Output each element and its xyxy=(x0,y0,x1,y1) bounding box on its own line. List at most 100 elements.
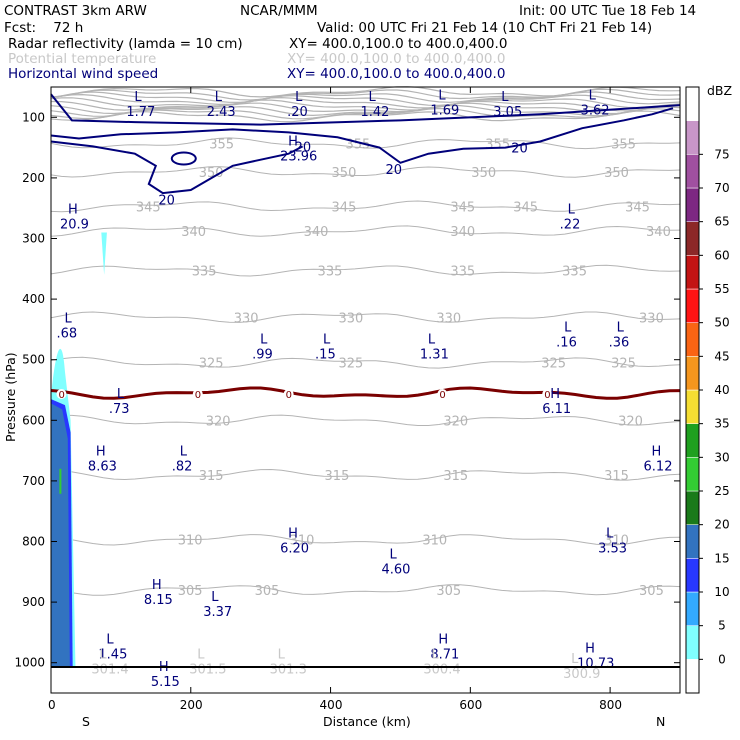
x-end-label-south: S xyxy=(82,714,90,729)
extremum-kind: L xyxy=(64,311,72,326)
theta-contour-upper xyxy=(50,107,681,120)
theta-contour-label: 310 xyxy=(604,534,629,549)
theta-contour-label: 345 xyxy=(625,200,650,215)
colorbar-label: 0 xyxy=(718,652,726,666)
theta-contour-315: 315 315 315 315 xyxy=(50,469,681,484)
colorbar-swatch xyxy=(685,322,700,357)
theta-contour-335: 335 335 335 335 xyxy=(50,265,681,280)
extremum-value: 3.05 xyxy=(493,105,522,120)
title-forecast-hour: Fcst: 72 h xyxy=(4,20,83,36)
title-model: CONTRAST 3km ARW xyxy=(4,3,147,19)
zero-contour: 0 0 0 0 0 xyxy=(50,386,681,401)
extremum-value: 3.53 xyxy=(598,542,627,557)
zero-contour-line xyxy=(50,386,681,400)
extremum-value: .82 xyxy=(172,460,193,475)
x-tick-label: 400 xyxy=(320,698,343,712)
extremum-kind: L xyxy=(117,387,125,402)
extremum-value: 3.37 xyxy=(203,605,232,620)
extremum-kind: H xyxy=(438,633,448,648)
zero-contour-label-bg xyxy=(542,389,553,400)
zero-contour-label-bg xyxy=(437,389,448,400)
extremum-value: 4.60 xyxy=(381,563,410,578)
theta-contour-line xyxy=(50,200,681,213)
colorbar-swatch xyxy=(685,288,700,323)
wind-contour-label: 20 xyxy=(511,142,528,157)
theta-contour-label: 320 xyxy=(206,414,231,429)
echo-green-streak xyxy=(59,468,62,494)
extremum-kind: L xyxy=(501,90,509,105)
colorbar-swatch xyxy=(685,187,700,222)
theta-contour-line xyxy=(50,356,681,369)
theta-contour-label: 315 xyxy=(325,469,350,484)
extremum-kind: L xyxy=(589,88,597,103)
theta-contour-label: 305 xyxy=(436,584,461,599)
colorbar-label: 55 xyxy=(714,282,729,296)
theta-contour-upper xyxy=(50,105,681,117)
y-tick-label: 1000 xyxy=(14,656,45,670)
extremum-value: 23.96 xyxy=(280,149,317,164)
wind-contour-line xyxy=(50,93,681,126)
theta-contour-line xyxy=(50,311,681,323)
y-tick-label: 100 xyxy=(22,110,45,124)
extremum-value: 2.43 xyxy=(207,105,236,120)
theta-contour-340: 340 340 340 340 xyxy=(50,225,681,240)
wind-contour-line xyxy=(50,140,304,195)
extremum-kind: L xyxy=(99,648,107,663)
theta-contour-label: 315 xyxy=(443,469,468,484)
theta-contour-label: 310 xyxy=(290,534,315,549)
extremum-value: 301.5 xyxy=(189,663,226,678)
extremum-value: .20 xyxy=(287,105,308,120)
extremum-value: 8.63 xyxy=(88,460,117,475)
theta-contour-upper xyxy=(50,96,681,109)
theta-contour-325: 325 325 325 325 xyxy=(50,356,681,372)
extremum-value: 301.4 xyxy=(91,663,128,678)
extremum-kind: L xyxy=(323,333,331,348)
extremum-value: 300.9 xyxy=(563,667,600,682)
extremum-kind: L xyxy=(106,633,114,648)
theta-contour-350: 350 350 350 350 xyxy=(50,166,681,181)
theta-contour-upper xyxy=(50,93,681,107)
colorbar-swatch xyxy=(685,356,700,391)
colorbar-label: 40 xyxy=(714,383,729,397)
extremum-value: .16 xyxy=(556,335,577,350)
theta-contour-line xyxy=(50,414,681,426)
theta-contour-label: 340 xyxy=(646,225,671,240)
extremum-value: .15 xyxy=(315,348,336,363)
theta-contour-label: 330 xyxy=(234,311,259,326)
colorbar-swatch xyxy=(685,457,700,492)
y-tick-label: 600 xyxy=(22,413,45,427)
theta-contour-label: 335 xyxy=(192,265,217,280)
extremum-value: 1.45 xyxy=(98,648,127,663)
theta-contour-345: 345 345 345 345 345 xyxy=(50,200,681,215)
theta-contour-label: 355 xyxy=(485,137,510,152)
theta-contour-label: 355 xyxy=(209,137,234,152)
zero-contour-label-bg xyxy=(56,389,67,400)
theta-contour-label: 340 xyxy=(304,225,329,240)
theta-contour-line xyxy=(50,166,681,178)
colorbar-swatch xyxy=(685,255,700,290)
colorbar-swatch xyxy=(685,659,700,694)
colorbar: 0 5 10 15 20 25 30 35 40 45 50 55 60 65 70 75 xyxy=(685,86,730,694)
theta-contour-310: 310 310 310 310 xyxy=(50,534,681,549)
wind-contour-label: 20 xyxy=(158,194,175,209)
colorbar-label: 50 xyxy=(714,316,729,330)
extremum-kind: L xyxy=(389,548,397,563)
echo-upper-streak xyxy=(101,232,107,275)
wind-contour-loop xyxy=(170,151,197,166)
x-end-label-north: N xyxy=(656,714,665,729)
theta-contour-label: 330 xyxy=(639,311,664,326)
zero-contour-label: 0 xyxy=(58,390,64,401)
colorbar-label: 10 xyxy=(714,585,729,599)
wind-contour-label: 20 xyxy=(385,163,402,178)
zero-contour-label: 0 xyxy=(544,390,550,401)
colorbar-swatch xyxy=(685,524,700,559)
theta-contour-label: 350 xyxy=(471,166,496,181)
colorbar-swatch xyxy=(685,389,700,424)
extremum-value: .68 xyxy=(56,326,77,341)
zero-contour-label: 0 xyxy=(195,390,201,401)
upper-theta-band xyxy=(50,85,681,123)
plot-frame xyxy=(50,86,681,694)
theta-contour-upper xyxy=(50,99,681,112)
title-org: NCAR/MMM xyxy=(240,3,318,19)
theta-contour-label: 310 xyxy=(422,534,447,549)
